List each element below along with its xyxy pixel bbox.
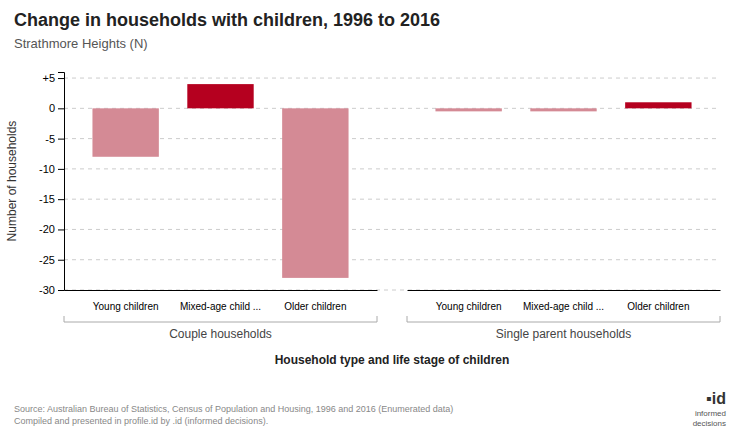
y-tick-mark [58, 229, 64, 230]
y-tick: 0 [49, 102, 64, 114]
y-tick-label: -30 [39, 284, 55, 296]
y-tick-label: -15 [39, 193, 55, 205]
x-tick: Older children [284, 301, 346, 312]
x-tick-label: Young children [436, 301, 502, 312]
y-tick-label: -10 [39, 163, 55, 175]
x-tick-label: Older children [627, 301, 689, 312]
y-tick: -15 [39, 193, 64, 205]
x-tick-label: Mixed-age child ... [523, 301, 604, 312]
y-tick: -25 [39, 254, 64, 266]
chart-svg: Change in households with children, 1996… [0, 0, 740, 440]
x-tick: Mixed-age child ... [523, 301, 604, 312]
x-axis-line [65, 290, 378, 291]
y-tick-label: 0 [49, 102, 55, 114]
group-bracket [64, 316, 377, 322]
x-tick: Young children [93, 301, 159, 312]
logo-text-line: decisions [693, 419, 726, 428]
y-tick-mark [58, 199, 64, 200]
grid-line [64, 229, 720, 230]
y-tick-mark [58, 260, 64, 261]
bar [625, 102, 691, 108]
x-axis-title: Household type and life stage of childre… [275, 353, 510, 367]
y-tick-label: -5 [45, 133, 55, 145]
y-tick-mark [58, 108, 64, 109]
group-label: Couple households [169, 327, 272, 341]
y-tick-label: -20 [39, 223, 55, 235]
grid-line [64, 168, 720, 169]
y-axis: -30 -25 -20 -15 -10 -5 0 +5 [39, 72, 64, 296]
bar [187, 84, 253, 108]
logo-text: informeddecisions [693, 409, 726, 428]
x-tick: Mixed-age child ... [180, 301, 261, 312]
x-axis-line [408, 290, 721, 291]
bar [435, 108, 501, 111]
y-tick: -5 [45, 133, 64, 145]
grid-line [64, 108, 720, 109]
grid-line [64, 290, 720, 291]
source-line: Source: Australian Bureau of Statistics,… [14, 404, 453, 414]
x-tick: Young children [436, 301, 502, 312]
x-tick-label: Young children [93, 301, 159, 312]
x-tick: Older children [627, 301, 689, 312]
group-label: Single parent households [496, 327, 631, 341]
grid [64, 78, 720, 290]
y-tick-mark [58, 139, 64, 140]
logo: ▪id [706, 390, 726, 407]
group-bracket [407, 316, 720, 322]
logo-text-line: informed [695, 409, 726, 418]
x-axis: Young children Mixed-age child ... Older c… [65, 291, 378, 313]
plot: -30 -25 -20 -15 -10 -5 0 +5 Young children Mixed-… [39, 72, 720, 341]
bar [92, 108, 158, 156]
chart-container: Change in households with children, 1996… [0, 0, 740, 440]
y-tick-label: -25 [39, 254, 55, 266]
y-tick-label: +5 [42, 72, 55, 84]
grid-line [64, 259, 720, 260]
grid-line [64, 199, 720, 200]
y-axis-title: Number of households [5, 121, 19, 242]
bars [92, 84, 691, 278]
y-tick: -10 [39, 163, 64, 175]
source: Source: Australian Bureau of Statistics,… [14, 404, 453, 426]
y-tick-mark [58, 78, 64, 79]
bar [530, 108, 596, 111]
x-tick-label: Older children [284, 301, 346, 312]
y-tick-mark [58, 290, 64, 291]
grid-line [64, 78, 720, 79]
x-tick-label: Mixed-age child ... [180, 301, 261, 312]
y-tick-mark [58, 169, 64, 170]
x-axis: Young children Mixed-age child ... Older c… [408, 291, 721, 313]
y-tick: -30 [39, 284, 64, 296]
y-axis-line [58, 73, 65, 291]
bar [282, 108, 348, 278]
y-tick: +5 [42, 72, 64, 84]
subtitle: Strathmore Heights (N) [14, 36, 148, 51]
y-tick: -20 [39, 223, 64, 235]
source-line: Compiled and presented in profile.id by … [14, 416, 268, 426]
grid-line [64, 138, 720, 139]
title: Change in households with children, 1996… [14, 10, 440, 30]
